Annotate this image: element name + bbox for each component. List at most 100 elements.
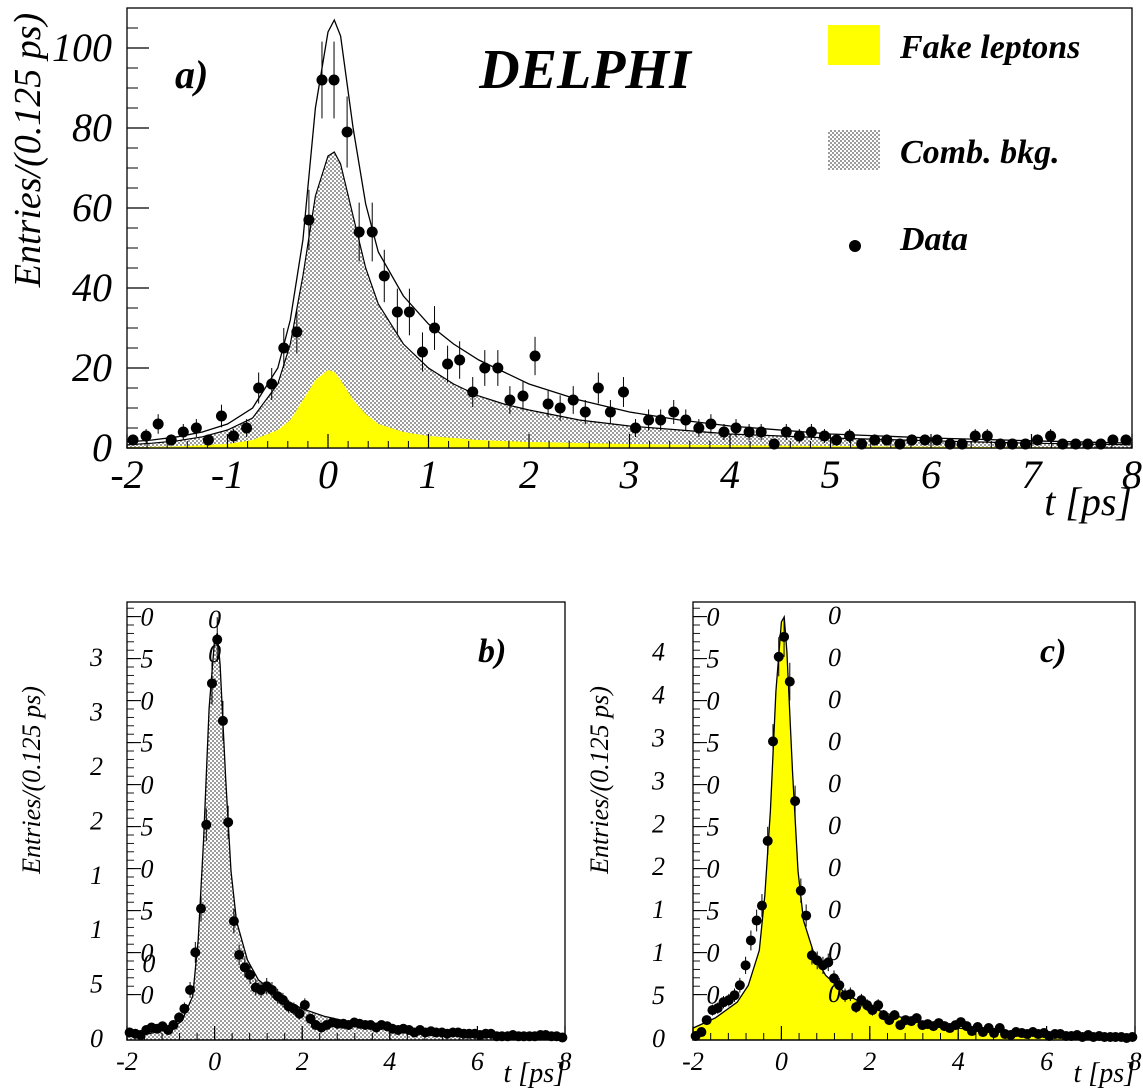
panel-a-x-tick-label: 8 bbox=[1122, 452, 1142, 497]
panel-a-data-point bbox=[253, 382, 265, 394]
panel-c-data-point bbox=[795, 885, 806, 896]
panel-c-y-tick-label: 3 bbox=[651, 723, 665, 752]
panel-a-data-point bbox=[542, 398, 554, 410]
panel-c-data-point bbox=[740, 960, 751, 971]
panel-a-label: a) bbox=[175, 52, 208, 97]
panel-a-data-point bbox=[391, 306, 403, 318]
panel-c-data-point bbox=[851, 1002, 862, 1013]
legend-swatch-comb bbox=[828, 130, 880, 170]
panel-a-x-tick-label: 6 bbox=[921, 452, 941, 497]
panel-c-y-tick-label: 1 bbox=[652, 938, 665, 967]
panel-a-y-tick-label: 100 bbox=[52, 25, 112, 70]
panel-c-data-point bbox=[828, 973, 839, 984]
panel-a-data-point bbox=[894, 438, 906, 450]
panel-a-data-point bbox=[1057, 438, 1069, 450]
panel-c-data-point bbox=[762, 835, 773, 846]
panel-b-data-point bbox=[168, 1019, 179, 1030]
panel-c-y-tick-label: 2 bbox=[652, 852, 665, 881]
panel-a-data-point bbox=[981, 430, 993, 442]
panel-a-data-point bbox=[1045, 430, 1057, 442]
panel-a-data-point bbox=[617, 386, 629, 398]
panel-c-y-inner-tick-label: 0 bbox=[707, 603, 720, 632]
panel-c-y-tick-label: 0 bbox=[652, 1024, 665, 1053]
panel-c-y-tick-label: 4 bbox=[652, 680, 665, 709]
panel-b-fit-area bbox=[126, 633, 566, 1041]
panel-c-data-point bbox=[784, 676, 795, 687]
panel-c-data-point bbox=[1127, 1032, 1138, 1043]
panel-b-y-inner-tick-label: 5 bbox=[141, 645, 154, 674]
panel-b-y-inner-tick-label: 0 bbox=[141, 687, 154, 716]
panel-b-label: b) bbox=[478, 633, 506, 670]
panel-a-data-point bbox=[693, 422, 705, 434]
panel-a-data-point bbox=[177, 426, 189, 438]
panel-c-frame bbox=[692, 601, 1136, 1041]
panel-b-y-inner-tick-label: 5 bbox=[141, 897, 154, 926]
panel-b-data-point bbox=[174, 1012, 185, 1023]
panel-a-data-point bbox=[1019, 438, 1031, 450]
panel-a-data-point bbox=[429, 322, 441, 334]
panel-c-data-point bbox=[768, 736, 779, 747]
panel-a-data-point bbox=[366, 226, 378, 238]
panel-b-data-point bbox=[206, 678, 217, 689]
panel-c-label: c) bbox=[1040, 633, 1066, 670]
panel-a-data-point bbox=[228, 430, 240, 442]
panel-c-data-point bbox=[873, 1000, 884, 1011]
panel-c-x-tick-label: -2 bbox=[682, 1047, 704, 1076]
panel-a-x-tick-label: -2 bbox=[110, 452, 143, 497]
panel-a-data-point bbox=[403, 306, 415, 318]
panel-b-y-inner-tick-label: 0 bbox=[141, 939, 154, 968]
panel-a-data-point bbox=[291, 326, 303, 338]
panel-a-y-tick-label: 40 bbox=[72, 265, 112, 310]
panel-c-x-tick-label: 8 bbox=[1129, 1047, 1142, 1076]
panel-a-data-point bbox=[805, 426, 817, 438]
panel-c-y-inner-right-label: 0 bbox=[828, 643, 841, 672]
panel-a-data-point bbox=[655, 414, 667, 426]
panel-b-data-point bbox=[299, 999, 310, 1010]
panel-c-data-point bbox=[773, 651, 784, 662]
panel-a-data-point bbox=[680, 414, 692, 426]
panel-c-y-inner-tick-label: 5 bbox=[707, 897, 720, 926]
panel-a-xlabel: t [ps] bbox=[1044, 479, 1132, 524]
panel-c-data-point bbox=[751, 915, 762, 926]
panel-b-data-point bbox=[196, 903, 207, 914]
panel-b-y-tick-label: 3 bbox=[89, 698, 103, 727]
panel-a-data-point bbox=[529, 350, 541, 362]
legend-label-data: Data bbox=[899, 221, 968, 258]
panel-b-data-point bbox=[557, 1032, 568, 1043]
panel-c-data-point bbox=[729, 990, 740, 1001]
panel-b-x-tick-label: 4 bbox=[383, 1047, 396, 1076]
panel-c-data-point bbox=[779, 631, 790, 642]
panel-b-data-point bbox=[234, 949, 245, 960]
panel-b-y-tick-label: 2 bbox=[90, 806, 103, 835]
panel-a-data-point bbox=[467, 386, 479, 398]
panel-c-y-inner-right-label: 0 bbox=[828, 769, 841, 798]
panel-c-data-point bbox=[745, 935, 756, 946]
panel-b-data-point bbox=[239, 962, 250, 973]
panel-c-ylabel: Entries/(0.125 ps) bbox=[585, 686, 614, 875]
panel-b-y-inner-tick-label: 5 bbox=[141, 729, 154, 758]
panel-c-data-point bbox=[889, 1010, 900, 1021]
panel-a-data-point bbox=[1082, 438, 1094, 450]
panel-a-data-point bbox=[517, 390, 529, 402]
panel-b-data-point bbox=[245, 969, 256, 980]
panel-a-comb-area bbox=[126, 151, 1133, 449]
panel-a-data-point bbox=[567, 394, 579, 406]
panel-b-data-point bbox=[223, 817, 234, 828]
panel-a-data-point bbox=[831, 434, 843, 446]
panel-c-data-point bbox=[756, 900, 767, 911]
panel-a-data-point bbox=[140, 430, 152, 442]
panel-a-data-point bbox=[579, 406, 591, 418]
panel-a-data-point bbox=[1095, 438, 1107, 450]
panel-b-x-tick-label: -2 bbox=[116, 1047, 138, 1076]
panel-a-data-point bbox=[718, 426, 730, 438]
panel-c-y-inner-tick-label: 5 bbox=[707, 813, 720, 842]
panel-c-data-point bbox=[911, 1013, 922, 1024]
panel-a-data-point bbox=[504, 394, 516, 406]
panel-c-data-point bbox=[790, 796, 801, 807]
panel-a-x-tick-label: 1 bbox=[419, 452, 439, 497]
panel-b-y-tick-label: 1 bbox=[90, 915, 103, 944]
panel-a-data-point bbox=[668, 406, 680, 418]
panel-a-data-point bbox=[604, 406, 616, 418]
panel-a-x-tick-label: 2 bbox=[519, 452, 539, 497]
